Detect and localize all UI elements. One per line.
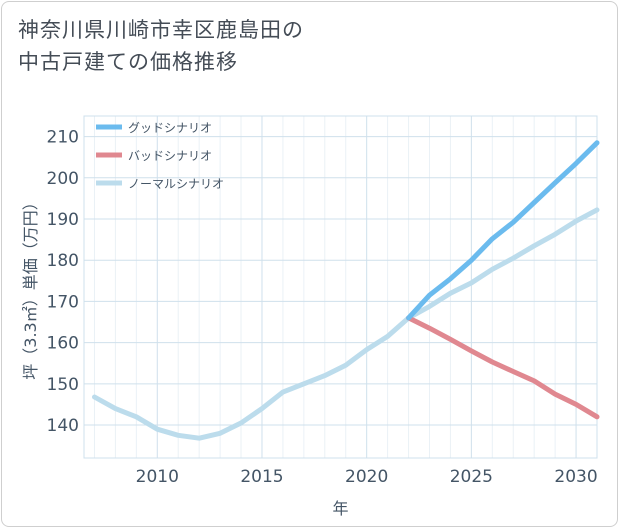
series-line-normal	[92, 207, 600, 441]
y-axis-label: 坪（3.3㎡）単価（万円）	[21, 194, 40, 379]
y-tick-label: 140	[47, 416, 79, 436]
y-tick-label: 190	[47, 210, 79, 230]
x-tick-label: 2010	[136, 467, 179, 487]
series-line-bad	[406, 315, 600, 420]
legend-label-bad: バッドシナリオ	[128, 149, 212, 163]
y-tick-label: 160	[47, 334, 79, 354]
series-line-good	[406, 140, 600, 321]
legend-label-good: グッドシナリオ	[128, 121, 212, 135]
title-line-1: 神奈川県川崎市幸区鹿島田の	[18, 18, 304, 42]
x-tick-label: 2025	[450, 467, 493, 487]
y-tick-label: 180	[47, 251, 79, 271]
x-tick-label: 2015	[240, 467, 283, 487]
plot-border	[83, 115, 598, 459]
page-title: 神奈川県川崎市幸区鹿島田の 中古戸建ての価格推移	[18, 14, 538, 78]
title-line-2: 中古戸建ての価格推移	[18, 50, 238, 74]
y-tick-label: 200	[47, 169, 79, 189]
y-tick-label: 150	[47, 375, 79, 395]
x-tick-label: 2030	[554, 467, 597, 487]
y-tick-label: 210	[47, 128, 79, 148]
x-tick-label: 2020	[345, 467, 388, 487]
legend-label-normal: ノーマルシナリオ	[128, 177, 224, 191]
x-axis-label: 年	[332, 499, 348, 518]
y-tick-label: 170	[47, 292, 79, 312]
